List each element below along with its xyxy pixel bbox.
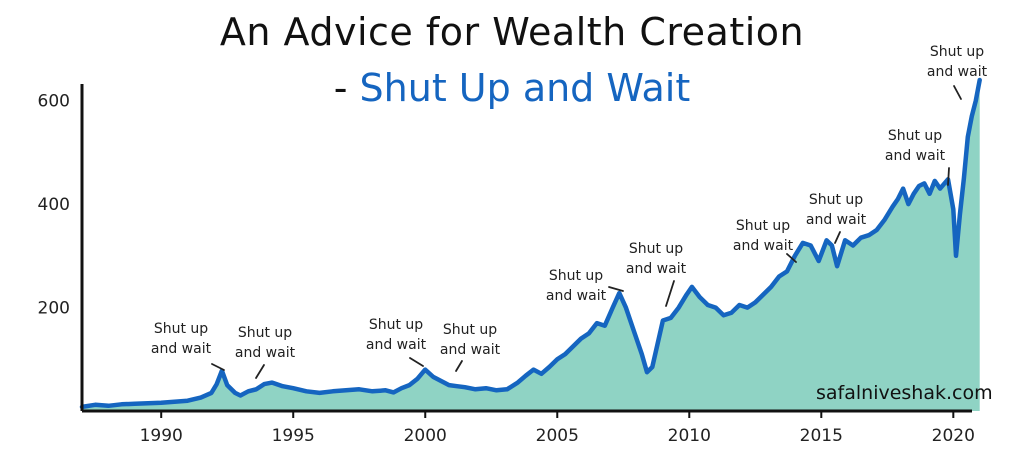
series-area (82, 80, 980, 411)
annotation-leader (608, 286, 624, 292)
annotation-text: Shut up (443, 322, 497, 338)
series-line (79, 77, 982, 410)
annotation-text: and wait (626, 261, 687, 277)
annotation-text: Shut up (369, 317, 423, 333)
x-tick-label: 2000 (404, 426, 447, 446)
y-tick-label: 200 (38, 299, 70, 319)
annotation-text: and wait (546, 288, 607, 304)
subtitle-text: Shut Up and Wait (359, 66, 691, 110)
x-tick-label: 2005 (536, 426, 579, 446)
subtitle-dash: - (333, 66, 348, 110)
annotation-leader (409, 357, 424, 367)
annotation-text: Shut up (809, 192, 863, 208)
annotation-leader (455, 360, 463, 372)
y-tick-label: 400 (38, 195, 70, 215)
x-tick-label: 1990 (140, 426, 183, 446)
y-tick-label: 600 (38, 92, 70, 112)
annotation-leader (665, 280, 675, 307)
watermark: safalniveshak.com (816, 382, 993, 404)
x-tick-label: 2015 (800, 426, 843, 446)
annotation-leader (953, 85, 962, 100)
annotation-text: and wait (366, 337, 427, 353)
x-tick-label: 2020 (932, 426, 975, 446)
annotation-text: and wait (151, 341, 212, 357)
annotation-text: Shut up (549, 268, 603, 284)
annotation-leader (211, 363, 225, 371)
annotation-text: and wait (885, 148, 946, 164)
annotation-text: and wait (806, 212, 867, 228)
annotation-text: Shut up (930, 44, 984, 60)
annotation-text: Shut up (629, 241, 683, 257)
annotation-text: and wait (235, 345, 296, 361)
x-tick-label: 1995 (272, 426, 315, 446)
chart-subtitle: - Shut Up and Wait (0, 66, 1024, 110)
annotation-text: Shut up (238, 325, 292, 341)
annotation-text: and wait (927, 64, 988, 80)
annotation-leader (786, 253, 797, 263)
annotation-text: Shut up (888, 128, 942, 144)
annotation-text: Shut up (154, 321, 208, 337)
x-tick-label: 2010 (668, 426, 711, 446)
annotation-leader (834, 231, 841, 244)
annotation-leader (255, 364, 265, 379)
annotation-text: Shut up (736, 218, 790, 234)
chart-title: An Advice for Wealth Creation (219, 10, 805, 54)
annotation-text: and wait (440, 342, 501, 358)
annotation-text: and wait (733, 238, 794, 254)
annotation-leader (947, 167, 950, 186)
